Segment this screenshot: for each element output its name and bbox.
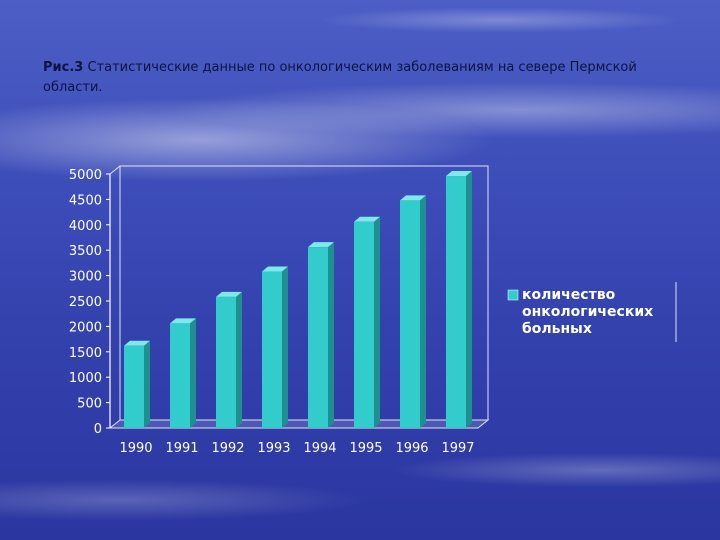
bar (262, 266, 288, 428)
bar-front (124, 345, 144, 428)
bar-front (216, 296, 236, 428)
y-tick-label: 500 (77, 397, 102, 412)
bars (124, 171, 472, 429)
bar (124, 340, 150, 428)
y-tick-label: 2500 (69, 295, 102, 310)
bar-top (262, 266, 288, 272)
bar-front (446, 176, 466, 428)
bar-top (354, 216, 380, 222)
wall-edge (109, 165, 121, 175)
bar-top (124, 340, 150, 346)
y-tick-label: 1000 (69, 371, 102, 386)
y-axis: 0 500 1000 1500 2000 2500 3000 3500 4000 4500 5000 (69, 168, 110, 437)
y-tick-label: 0 (94, 422, 102, 437)
bar-front (400, 200, 420, 428)
x-tick-label: 1990 (119, 441, 152, 456)
bar-top (446, 171, 472, 177)
bar (446, 171, 472, 429)
bar-front (170, 323, 190, 428)
bar-side (466, 171, 472, 429)
bar-side (190, 318, 196, 428)
bar-side (282, 266, 288, 428)
y-tick-label: 3000 (69, 270, 102, 285)
y-tick-label: 4000 (69, 219, 102, 234)
x-tick-label: 1992 (211, 441, 244, 456)
x-tick-label: 1993 (257, 441, 290, 456)
plot-frame (108, 165, 490, 429)
y-tick-label: 4500 (69, 193, 102, 208)
figure-caption: Рис.3 Статистические данные по онкологич… (43, 58, 683, 98)
bar (308, 242, 334, 428)
bar-side (374, 216, 380, 428)
y-tick-label: 1500 (69, 346, 102, 361)
bar-top (170, 318, 196, 324)
legend-label-line: больных (522, 321, 592, 337)
bar-side (144, 340, 150, 428)
legend-swatch (507, 289, 519, 301)
bar-front (262, 271, 282, 428)
bar (400, 195, 426, 428)
x-tick-label: 1997 (441, 441, 474, 456)
y-tick-label: 3500 (69, 244, 102, 259)
y-tick-label: 5000 (69, 168, 102, 183)
caption-text: Статистические данные по онкологическим … (43, 60, 637, 95)
bar-side (420, 195, 426, 428)
legend-label-line: онкологических (522, 304, 653, 320)
x-tick-label: 1994 (303, 441, 336, 456)
bar-front (308, 247, 328, 428)
legend-label-line: количество (522, 287, 616, 303)
bar (354, 216, 380, 428)
y-tick-label: 2000 (69, 320, 102, 335)
bar-top (400, 195, 426, 201)
bar (170, 318, 196, 428)
x-axis: 1990 1991 1992 1993 1994 1995 1996 1997 (119, 441, 474, 456)
x-tick-label: 1995 (349, 441, 382, 456)
bar-top (216, 291, 242, 297)
x-tick-label: 1996 (395, 441, 428, 456)
x-tick-label: 1991 (165, 441, 198, 456)
bar-side (328, 242, 334, 428)
bar-top (308, 242, 334, 248)
plot-back-wall (119, 165, 489, 421)
bar (216, 291, 242, 428)
bar-front (354, 221, 374, 428)
caption-prefix: Рис.3 (43, 60, 84, 75)
bar-side (236, 291, 242, 428)
plot-floor (108, 419, 490, 429)
